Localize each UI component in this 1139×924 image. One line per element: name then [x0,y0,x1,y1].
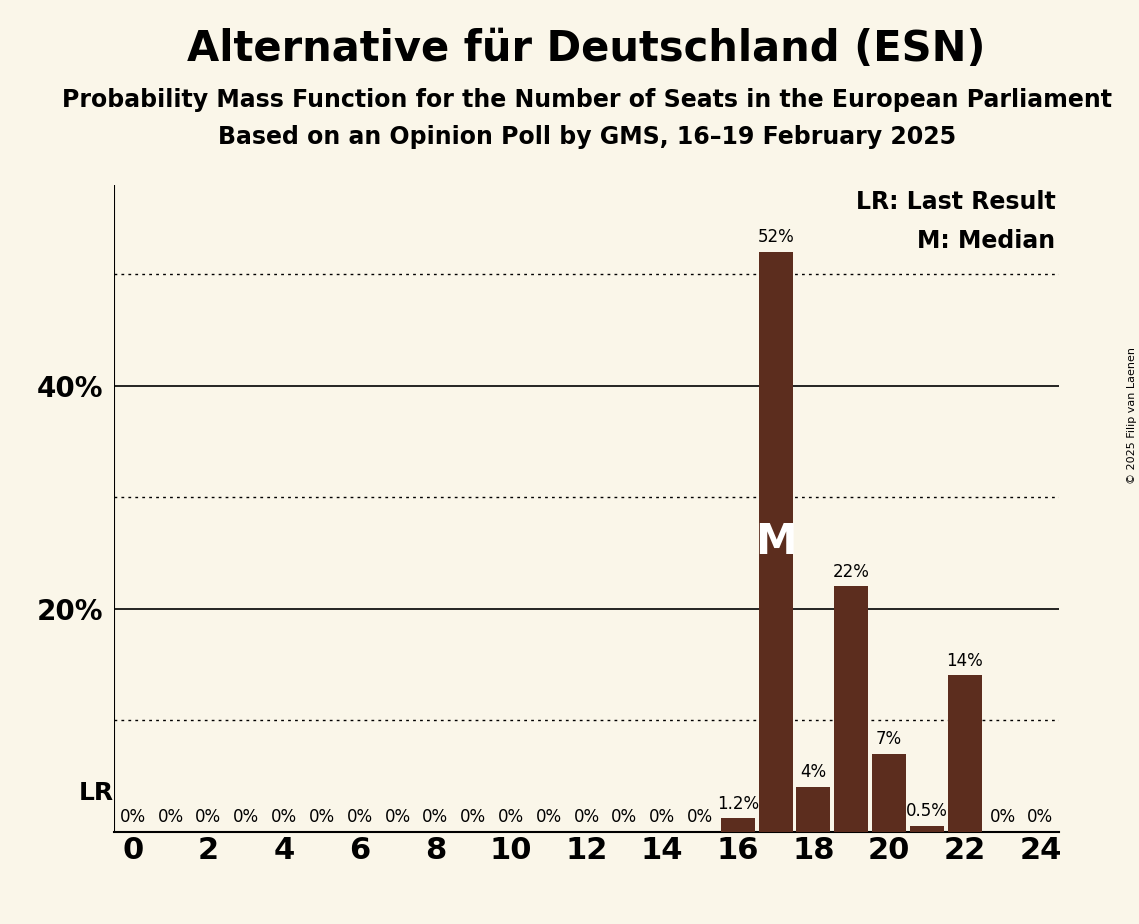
Bar [796,787,830,832]
Bar [759,251,793,832]
Text: 0%: 0% [460,808,486,826]
Text: M: Median: M: Median [917,229,1056,253]
Text: M: M [755,520,796,563]
Text: © 2025 Filip van Laenen: © 2025 Filip van Laenen [1128,347,1137,484]
Text: 22%: 22% [833,563,870,580]
Text: 0%: 0% [649,808,675,826]
Text: 0%: 0% [574,808,599,826]
Text: 0%: 0% [196,808,221,826]
Text: 0%: 0% [120,808,146,826]
Text: 4%: 4% [801,763,827,782]
Text: 0%: 0% [233,808,260,826]
Bar [721,819,755,832]
Text: 0%: 0% [535,808,562,826]
Text: Probability Mass Function for the Number of Seats in the European Parliament: Probability Mass Function for the Number… [62,88,1112,112]
Text: LR: Last Result: LR: Last Result [855,190,1056,214]
Bar [834,586,868,832]
Text: 0%: 0% [498,808,524,826]
Bar [872,754,907,832]
Text: 14%: 14% [947,652,983,670]
Text: 0%: 0% [423,808,449,826]
Text: 0%: 0% [271,808,297,826]
Text: 0%: 0% [1027,808,1054,826]
Text: Based on an Opinion Poll by GMS, 16–19 February 2025: Based on an Opinion Poll by GMS, 16–19 F… [218,125,956,149]
Text: 0%: 0% [157,808,183,826]
Text: 0%: 0% [385,808,410,826]
Bar [948,675,982,832]
Text: 52%: 52% [757,228,794,246]
Text: 0%: 0% [612,808,638,826]
Text: 0%: 0% [309,808,335,826]
Text: 0%: 0% [346,808,372,826]
Text: 1.2%: 1.2% [716,795,759,812]
Text: 0%: 0% [990,808,1016,826]
Text: 0%: 0% [687,808,713,826]
Bar [910,826,944,832]
Text: 0.5%: 0.5% [906,802,948,821]
Text: 7%: 7% [876,730,902,748]
Text: LR: LR [79,781,114,805]
Text: Alternative für Deutschland (ESN): Alternative für Deutschland (ESN) [187,28,986,69]
